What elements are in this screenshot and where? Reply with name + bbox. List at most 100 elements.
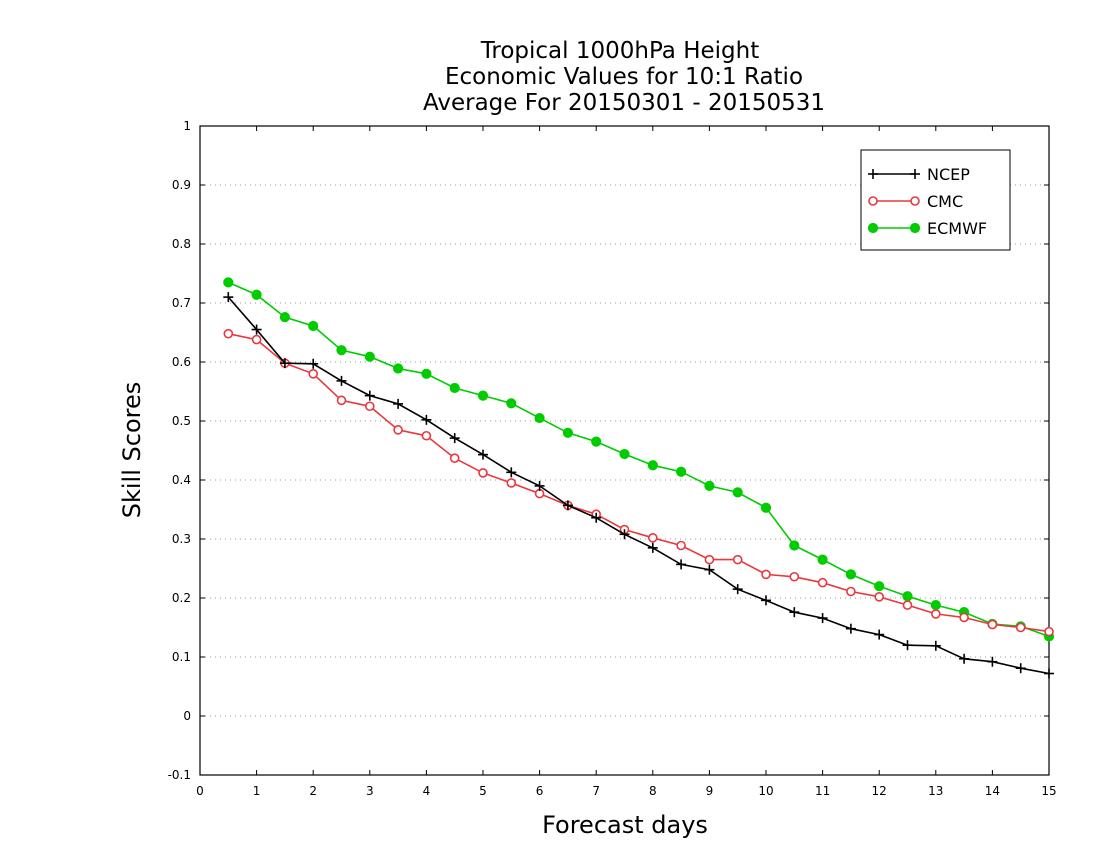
cmc-point [421,430,432,441]
legend-box [860,149,1011,251]
ncep-point [761,595,771,606]
cmc-point [874,592,885,602]
ecmwf-point [534,412,545,424]
cmc-point [308,368,319,379]
ncep-point [1044,668,1054,679]
x-tick-label: 0 [196,784,204,798]
ecmwf-point [393,363,404,374]
ncep-point [1015,663,1026,674]
ecmwf-point [930,599,941,611]
cmc-point [930,609,941,619]
x-tick-label: 1 [253,784,261,798]
x-tick-label: 7 [592,784,600,798]
y-tick-label: 1 [183,119,191,133]
ecmwf-point [421,368,432,379]
x-axis-label: Forecast days [542,811,708,839]
x-tick-label: 14 [985,784,1000,798]
series-cmc [223,328,1054,637]
cmc-point [902,600,913,610]
cmc-point [732,554,743,565]
ecmwf-point [789,540,800,551]
cmc-point [336,395,347,406]
y-tick-label: 0.6 [172,355,191,369]
y-tick-label: 0.1 [172,650,191,664]
legend-item-ecmwf: ECMWF [867,219,987,238]
ncep-point [562,500,573,511]
chart-title: Tropical 1000hPa Height Economic Values … [423,38,825,116]
ecmwf-point [874,581,885,592]
cmc-point [761,569,771,580]
legend-marker [868,196,878,206]
x-tick-label: 12 [872,784,887,798]
x-tick-label: 6 [536,784,544,798]
ecmwf-point [760,502,772,513]
cmc-point [364,401,375,412]
y-tick-label: 0.5 [172,414,191,428]
legend-marker [909,222,921,234]
ecmwf-point [902,591,913,602]
ncep-point [478,449,488,460]
ncep-point [647,542,658,553]
cmc-point [987,619,998,630]
ncep-point [506,467,517,478]
ncep-point [930,640,941,651]
ncep-point [223,292,234,303]
cmc-point [1044,626,1054,637]
title-line-3: Average For 20150301 - 20150531 [423,90,825,116]
ncep-point [817,613,828,624]
x-tick-label: 3 [366,784,374,798]
cmc-point [251,334,262,345]
y-axis-label: Skill Scores [118,382,146,519]
series-ncep [223,292,1054,679]
ecmwf-point [251,289,262,300]
ncep-point [959,653,970,664]
y-tick-label: 0 [183,709,191,723]
ecmwf-point [279,312,290,323]
ecmwf-point [647,460,658,471]
legend-item-ncep: NCEP [868,165,970,184]
legend: NCEP CMC ECMWF [860,149,1011,251]
cmc-point [647,533,658,543]
ecmwf-point [591,436,602,447]
ecmwf-point [223,277,234,288]
axes: -0.100.10.20.30.40.50.60.70.80.910 1 2 3 4 5 6… [168,119,1057,798]
series-ecmwf [223,277,1055,642]
x-tick-label: 2 [309,784,317,798]
ecmwf-point [817,554,828,565]
ncep-point [364,390,375,401]
cmc-point [449,453,460,463]
ecmwf-point [676,466,687,477]
cmc-point [959,612,969,623]
legend-marker [868,169,878,179]
cmc-point [1015,622,1026,633]
ncep-point [308,358,319,369]
ecmwf-point [732,487,743,498]
ncep-point [279,358,290,369]
ecmwf-point [619,448,630,460]
cmc-line [228,332,1050,633]
ncep-point [874,629,885,640]
plot-frame [199,125,1050,776]
cmc-point [506,478,517,488]
cmc-point [478,468,488,478]
ncep-point [789,607,800,618]
cmc-point [393,425,403,435]
ecmwf-point [364,351,375,362]
y-tick-label: 0.4 [172,473,191,487]
legend-marker [910,169,920,179]
y-tick-label: -0.1 [168,768,191,782]
ecmwf-point [845,569,857,580]
ncep-point [987,656,998,667]
cmc-point [817,577,828,588]
ncep-point [704,564,715,575]
y-tick-label: 0.7 [172,296,191,310]
x-tick-label: 15 [1041,784,1056,798]
ncep-point [449,433,460,444]
ncep-point [393,398,404,409]
ecmwf-point [506,398,517,409]
ecmwf-point [308,320,319,332]
x-tick-label: 9 [706,784,714,798]
ncep-point [251,324,262,335]
y-tick-label: 0.3 [172,532,191,546]
